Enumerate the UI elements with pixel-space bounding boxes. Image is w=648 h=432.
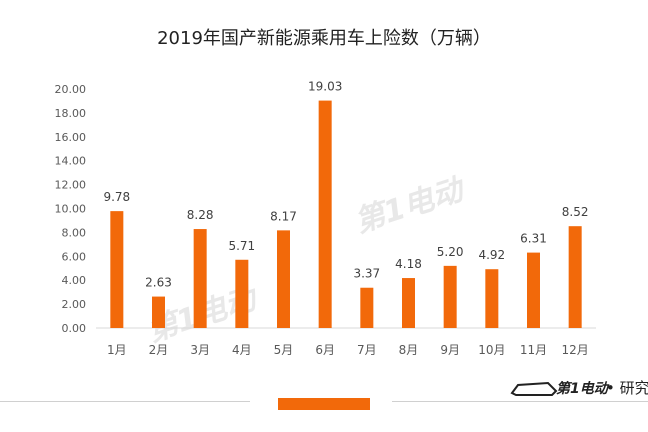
x-axis-ticks: 1月 2月 3月 4月 5月 6月 7月 8月 9月 10月 11月 12月 — [107, 343, 589, 357]
bar — [235, 259, 249, 328]
data-label: 3.37 — [353, 267, 380, 281]
bar — [110, 211, 124, 328]
y-tick-label: 14.00 — [55, 155, 87, 168]
x-tick-label: 1月 — [107, 343, 127, 357]
y-tick-label: 0.00 — [62, 322, 87, 335]
data-label: 4.92 — [478, 248, 505, 262]
car-icon — [510, 381, 558, 396]
data-label: 5.71 — [228, 239, 255, 253]
x-tick-label: 10月 — [478, 343, 505, 357]
data-label: 8.52 — [562, 205, 589, 219]
bar — [318, 100, 332, 329]
bar — [402, 278, 415, 328]
x-tick-label: 11月 — [520, 343, 547, 357]
y-tick-label: 16.00 — [55, 131, 87, 144]
brand-logo-text: 第1电动 — [556, 380, 610, 397]
footer-accent-bar — [278, 398, 370, 410]
data-label: 2.63 — [145, 276, 172, 290]
x-tick-label: 6月 — [315, 343, 335, 357]
brand-logo: 第1电动 — [510, 380, 610, 397]
x-tick-label: 2月 — [149, 343, 169, 357]
bar-chart: 第1电动 第1电动 0.002.004.006.008.0010.0012.00… — [55, 80, 596, 357]
svg-text:第1电动: 第1电动 — [351, 171, 471, 240]
x-tick-label: 4月 — [232, 343, 252, 357]
y-tick-label: 18.00 — [55, 107, 87, 120]
data-label: 19.03 — [308, 80, 342, 94]
y-tick-label: 6.00 — [62, 250, 87, 263]
watermark-center: 第1电动 — [351, 171, 471, 240]
bar — [277, 230, 290, 328]
chart-title: 2019年国产新能源乘用车上险数（万辆） — [157, 28, 491, 49]
y-tick-label: 4.00 — [62, 274, 87, 287]
x-tick-label: 12月 — [562, 343, 589, 357]
bars — [110, 100, 582, 329]
y-tick-label: 2.00 — [62, 298, 87, 311]
brand-suffix: • 研究 — [606, 379, 648, 397]
bar — [193, 229, 207, 328]
bar — [443, 265, 457, 328]
x-tick-label: 3月 — [190, 343, 210, 357]
data-label: 4.18 — [395, 257, 422, 271]
y-axis-ticks: 0.00 2.00 4.00 6.00 8.00 10.00 12.00 14.00 16.00… — [55, 83, 87, 335]
y-tick-label: 12.00 — [55, 179, 87, 192]
x-tick-label: 7月 — [357, 343, 377, 357]
x-tick-label: 5月 — [274, 343, 294, 357]
bar — [527, 252, 540, 328]
bar — [152, 296, 165, 328]
data-label: 8.17 — [270, 209, 297, 223]
data-label: 6.31 — [520, 232, 547, 246]
footer-divider-left — [0, 401, 250, 402]
y-tick-label: 10.00 — [55, 203, 87, 216]
bar — [485, 269, 499, 328]
data-label: 5.20 — [437, 245, 464, 259]
bar — [360, 287, 374, 328]
data-label: 9.78 — [103, 190, 130, 204]
data-label: 8.28 — [187, 208, 214, 222]
x-tick-label: 9月 — [440, 343, 460, 357]
footer-divider-right — [392, 401, 648, 402]
bar — [568, 226, 582, 328]
y-tick-label: 20.00 — [55, 83, 87, 96]
x-tick-label: 8月 — [399, 343, 419, 357]
y-tick-label: 8.00 — [62, 226, 87, 239]
data-labels: 9.78 2.63 8.28 5.71 8.17 19.03 3.37 4.18 5.20 4.9… — [103, 80, 588, 290]
